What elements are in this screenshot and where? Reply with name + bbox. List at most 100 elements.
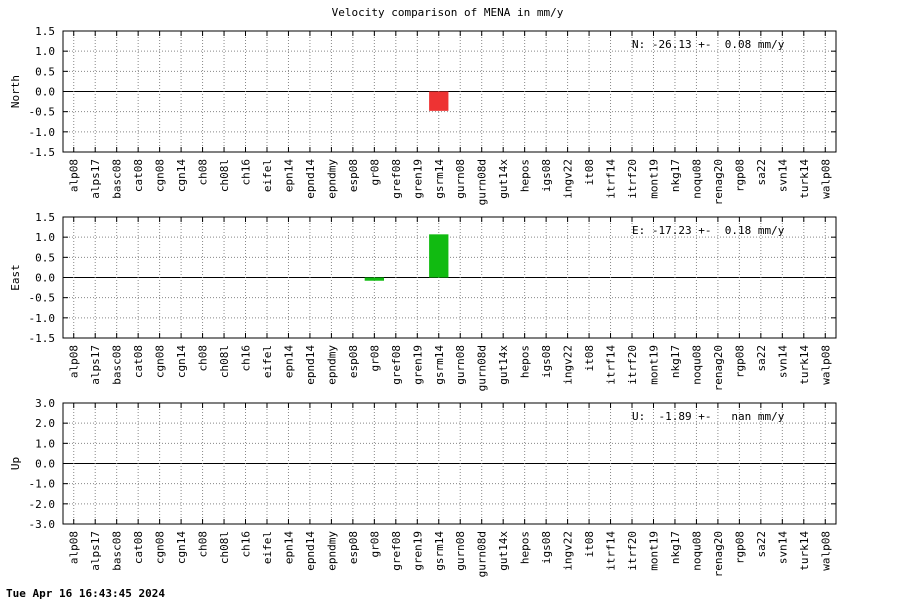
x-tick-label: gsrm14 bbox=[433, 159, 446, 199]
x-tick-label: epndmy bbox=[325, 159, 338, 199]
y-tick-label: -3.0 bbox=[29, 518, 56, 531]
x-tick-label: esp08 bbox=[347, 159, 360, 192]
x-tick-label: itrf20 bbox=[626, 345, 639, 385]
y-tick-label: 0.0 bbox=[35, 458, 55, 471]
panel-east: 1.5 1.0 0.5 0.0 -0.5 -1.0 -1.5 alp08 alps17 basc0… bbox=[9, 211, 837, 391]
x-tick-label: alps17 bbox=[89, 531, 102, 571]
x-tick-label: rgp08 bbox=[733, 345, 746, 378]
x-tick-label: it08 bbox=[583, 159, 596, 186]
x-tick-label: ch08 bbox=[197, 159, 210, 186]
x-tick-label: gurn08d bbox=[476, 531, 489, 577]
x-tick-label: cgn08 bbox=[154, 531, 167, 564]
y-tick-label: -0.5 bbox=[29, 292, 56, 305]
x-tick-label: basc08 bbox=[111, 345, 124, 385]
x-tick-label: basc08 bbox=[111, 531, 124, 571]
x-tick-label: gsrm14 bbox=[433, 531, 446, 571]
x-tick-label: gref08 bbox=[390, 345, 403, 385]
x-tick-label: gurn08 bbox=[454, 159, 467, 199]
x-tick-label: itrf14 bbox=[605, 531, 618, 571]
x-tick-label: gr08 bbox=[368, 531, 381, 558]
x-tick-label: epn14 bbox=[282, 531, 295, 564]
x-tick-label: nkg17 bbox=[669, 159, 682, 192]
x-tick-label: gurn08 bbox=[454, 531, 467, 571]
x-tick-label: esp08 bbox=[347, 531, 360, 564]
x-tick-label: cgn14 bbox=[175, 345, 188, 378]
x-tick-label: cat08 bbox=[132, 345, 145, 378]
velocity-annotation: U: -1.89 +- nan mm/y bbox=[632, 410, 785, 423]
x-tick-label: esp08 bbox=[347, 345, 360, 378]
x-tick-label: walp08 bbox=[819, 159, 832, 199]
x-tick-label: hepos bbox=[519, 159, 532, 192]
y-tick-label: -2.0 bbox=[29, 498, 56, 511]
x-tick-label: alps17 bbox=[89, 159, 102, 199]
x-tick-label: alp08 bbox=[68, 159, 81, 192]
x-tick-label: nkg17 bbox=[669, 345, 682, 378]
x-tick-label: ch08l bbox=[218, 159, 231, 192]
x-tick-label: epn14 bbox=[282, 159, 295, 192]
x-tick-label: walp08 bbox=[819, 345, 832, 385]
x-tick-label: noqu08 bbox=[690, 159, 703, 199]
x-tick-label: epnd14 bbox=[304, 159, 317, 199]
y-tick-label: -1.0 bbox=[29, 126, 56, 139]
x-tick-label: sa22 bbox=[755, 345, 768, 372]
x-tick-label: gr08 bbox=[368, 159, 381, 186]
y-tick-label: 0.0 bbox=[35, 86, 55, 99]
x-tick-label: gut14x bbox=[497, 345, 510, 385]
x-tick-label: mont19 bbox=[647, 345, 660, 385]
x-tick-label: gut14x bbox=[497, 159, 510, 199]
y-tick-label: 1.5 bbox=[35, 211, 55, 224]
y-tick-label: 1.0 bbox=[35, 231, 55, 244]
x-tick-label: renag20 bbox=[712, 159, 725, 205]
x-tick-label: igs08 bbox=[540, 345, 553, 378]
x-tick-label: cgn14 bbox=[175, 531, 188, 564]
x-tick-label: igs08 bbox=[540, 531, 553, 564]
plot-frame bbox=[62, 30, 837, 153]
x-tick-label: hepos bbox=[519, 531, 532, 564]
y-tick-label: -1.0 bbox=[29, 478, 56, 491]
x-tick-label: eifel bbox=[261, 345, 274, 378]
y-tick-label: -1.0 bbox=[29, 312, 56, 325]
x-tick-label: itrf14 bbox=[605, 345, 618, 385]
x-tick-label: eifel bbox=[261, 531, 274, 564]
x-tick-label: cgn08 bbox=[154, 159, 167, 192]
x-tick-label: itrf20 bbox=[626, 531, 639, 571]
x-tick-label: gut14x bbox=[497, 531, 510, 571]
x-tick-label: gren19 bbox=[411, 345, 424, 385]
x-tick-label: gren19 bbox=[411, 531, 424, 571]
x-tick-label: turk14 bbox=[798, 531, 811, 571]
x-tick-label: gurn08d bbox=[476, 345, 489, 391]
x-tick-label: mont19 bbox=[647, 159, 660, 199]
x-tick-label: ch08l bbox=[218, 531, 231, 564]
x-tick-label: epndmy bbox=[325, 531, 338, 571]
y-axis-label: Up bbox=[9, 457, 22, 470]
x-tick-label: turk14 bbox=[798, 159, 811, 199]
x-tick-label: ch08 bbox=[197, 531, 210, 558]
x-tick-label: gref08 bbox=[390, 531, 403, 571]
x-tick-label: ch16 bbox=[240, 531, 253, 558]
x-tick-label: sa22 bbox=[755, 159, 768, 186]
x-tick-label: eifel bbox=[261, 159, 274, 192]
x-tick-label: cat08 bbox=[132, 531, 145, 564]
x-tick-label: gref08 bbox=[390, 159, 403, 199]
figure-title: Velocity comparison of MENA in mm/y bbox=[331, 6, 564, 19]
y-tick-label: 1.0 bbox=[35, 437, 55, 450]
velocity-annotation: E: -17.23 +- 0.18 mm/y bbox=[632, 224, 785, 237]
x-tick-label: gr08 bbox=[368, 345, 381, 372]
x-tick-label: sa22 bbox=[755, 531, 768, 558]
x-tick-label: gurn08d bbox=[476, 159, 489, 205]
x-tick-label: gren19 bbox=[411, 159, 424, 199]
x-tick-label: alp08 bbox=[68, 345, 81, 378]
x-tick-label: svn14 bbox=[776, 159, 789, 192]
bar bbox=[429, 234, 449, 278]
y-axis-label: North bbox=[9, 75, 22, 108]
x-tick-label: itrf20 bbox=[626, 159, 639, 199]
timestamp: Tue Apr 16 16:43:45 2024 bbox=[6, 587, 165, 600]
x-tick-label: hepos bbox=[519, 345, 532, 378]
x-tick-label: cgn14 bbox=[175, 159, 188, 192]
x-tick-label: epnd14 bbox=[304, 345, 317, 385]
x-tick-label: noqu08 bbox=[690, 531, 703, 571]
x-tick-label: mont19 bbox=[647, 531, 660, 571]
x-tick-label: gsrm14 bbox=[433, 345, 446, 385]
y-tick-label: 0.5 bbox=[35, 251, 55, 264]
x-tick-label: alps17 bbox=[89, 345, 102, 385]
